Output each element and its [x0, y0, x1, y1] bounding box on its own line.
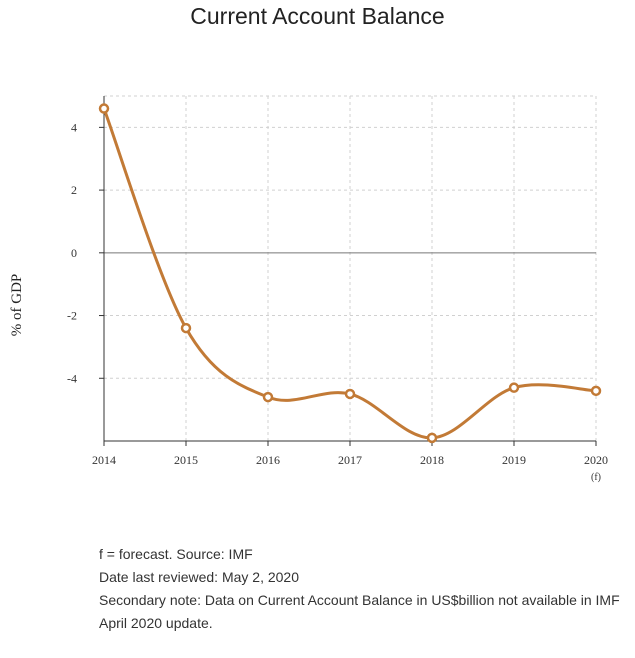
- y-tick-label: 4: [71, 120, 77, 134]
- grid-lines: [104, 95, 597, 441]
- y-tick-labels: 4 2 0 -2 -4: [67, 120, 77, 385]
- x-tick-label: 2020: [584, 453, 608, 467]
- data-series: [98, 103, 602, 444]
- chart-notes: f = forecast. Source: IMF Date last revi…: [99, 543, 635, 635]
- x-tick-label: 2014: [92, 453, 116, 467]
- y-axis-label: % of GDP: [9, 274, 25, 337]
- x-tick-label: 2015: [174, 453, 198, 467]
- x-tick-label: 2019: [502, 453, 526, 467]
- data-point: [180, 322, 192, 334]
- line-chart: 2014 2015 2016 2017 2018 2019 2020(f) 420-2-4 …: [9, 95, 608, 483]
- data-point: [344, 388, 356, 400]
- x-tick-labels: 2014 2015 2016 2017 2018 2019 2020 (f): [92, 453, 608, 483]
- note-date-reviewed: Date last reviewed: May 2, 2020: [99, 569, 299, 585]
- y-tick-label: -4: [67, 371, 77, 385]
- x-tick-label: 2016: [256, 453, 280, 467]
- data-point: [98, 103, 110, 114]
- forecast-marker: (f): [591, 472, 601, 483]
- axes: [99, 96, 597, 446]
- y-tick-label: -2: [67, 309, 77, 323]
- x-tick-label: 2018: [420, 453, 444, 467]
- x-tick-label: 2017: [338, 453, 362, 467]
- data-point: [508, 382, 520, 393]
- note-secondary: Secondary note: Data on Current Account …: [99, 592, 620, 631]
- data-point: [262, 391, 274, 403]
- chart-title: Current Account Balance: [190, 3, 445, 29]
- y-tick-label: 2: [71, 183, 77, 197]
- data-point: [590, 385, 602, 397]
- note-forecast-source: f = forecast. Source: IMF: [99, 546, 253, 562]
- data-point: [426, 432, 438, 444]
- y-tick-label: 0: [71, 246, 77, 260]
